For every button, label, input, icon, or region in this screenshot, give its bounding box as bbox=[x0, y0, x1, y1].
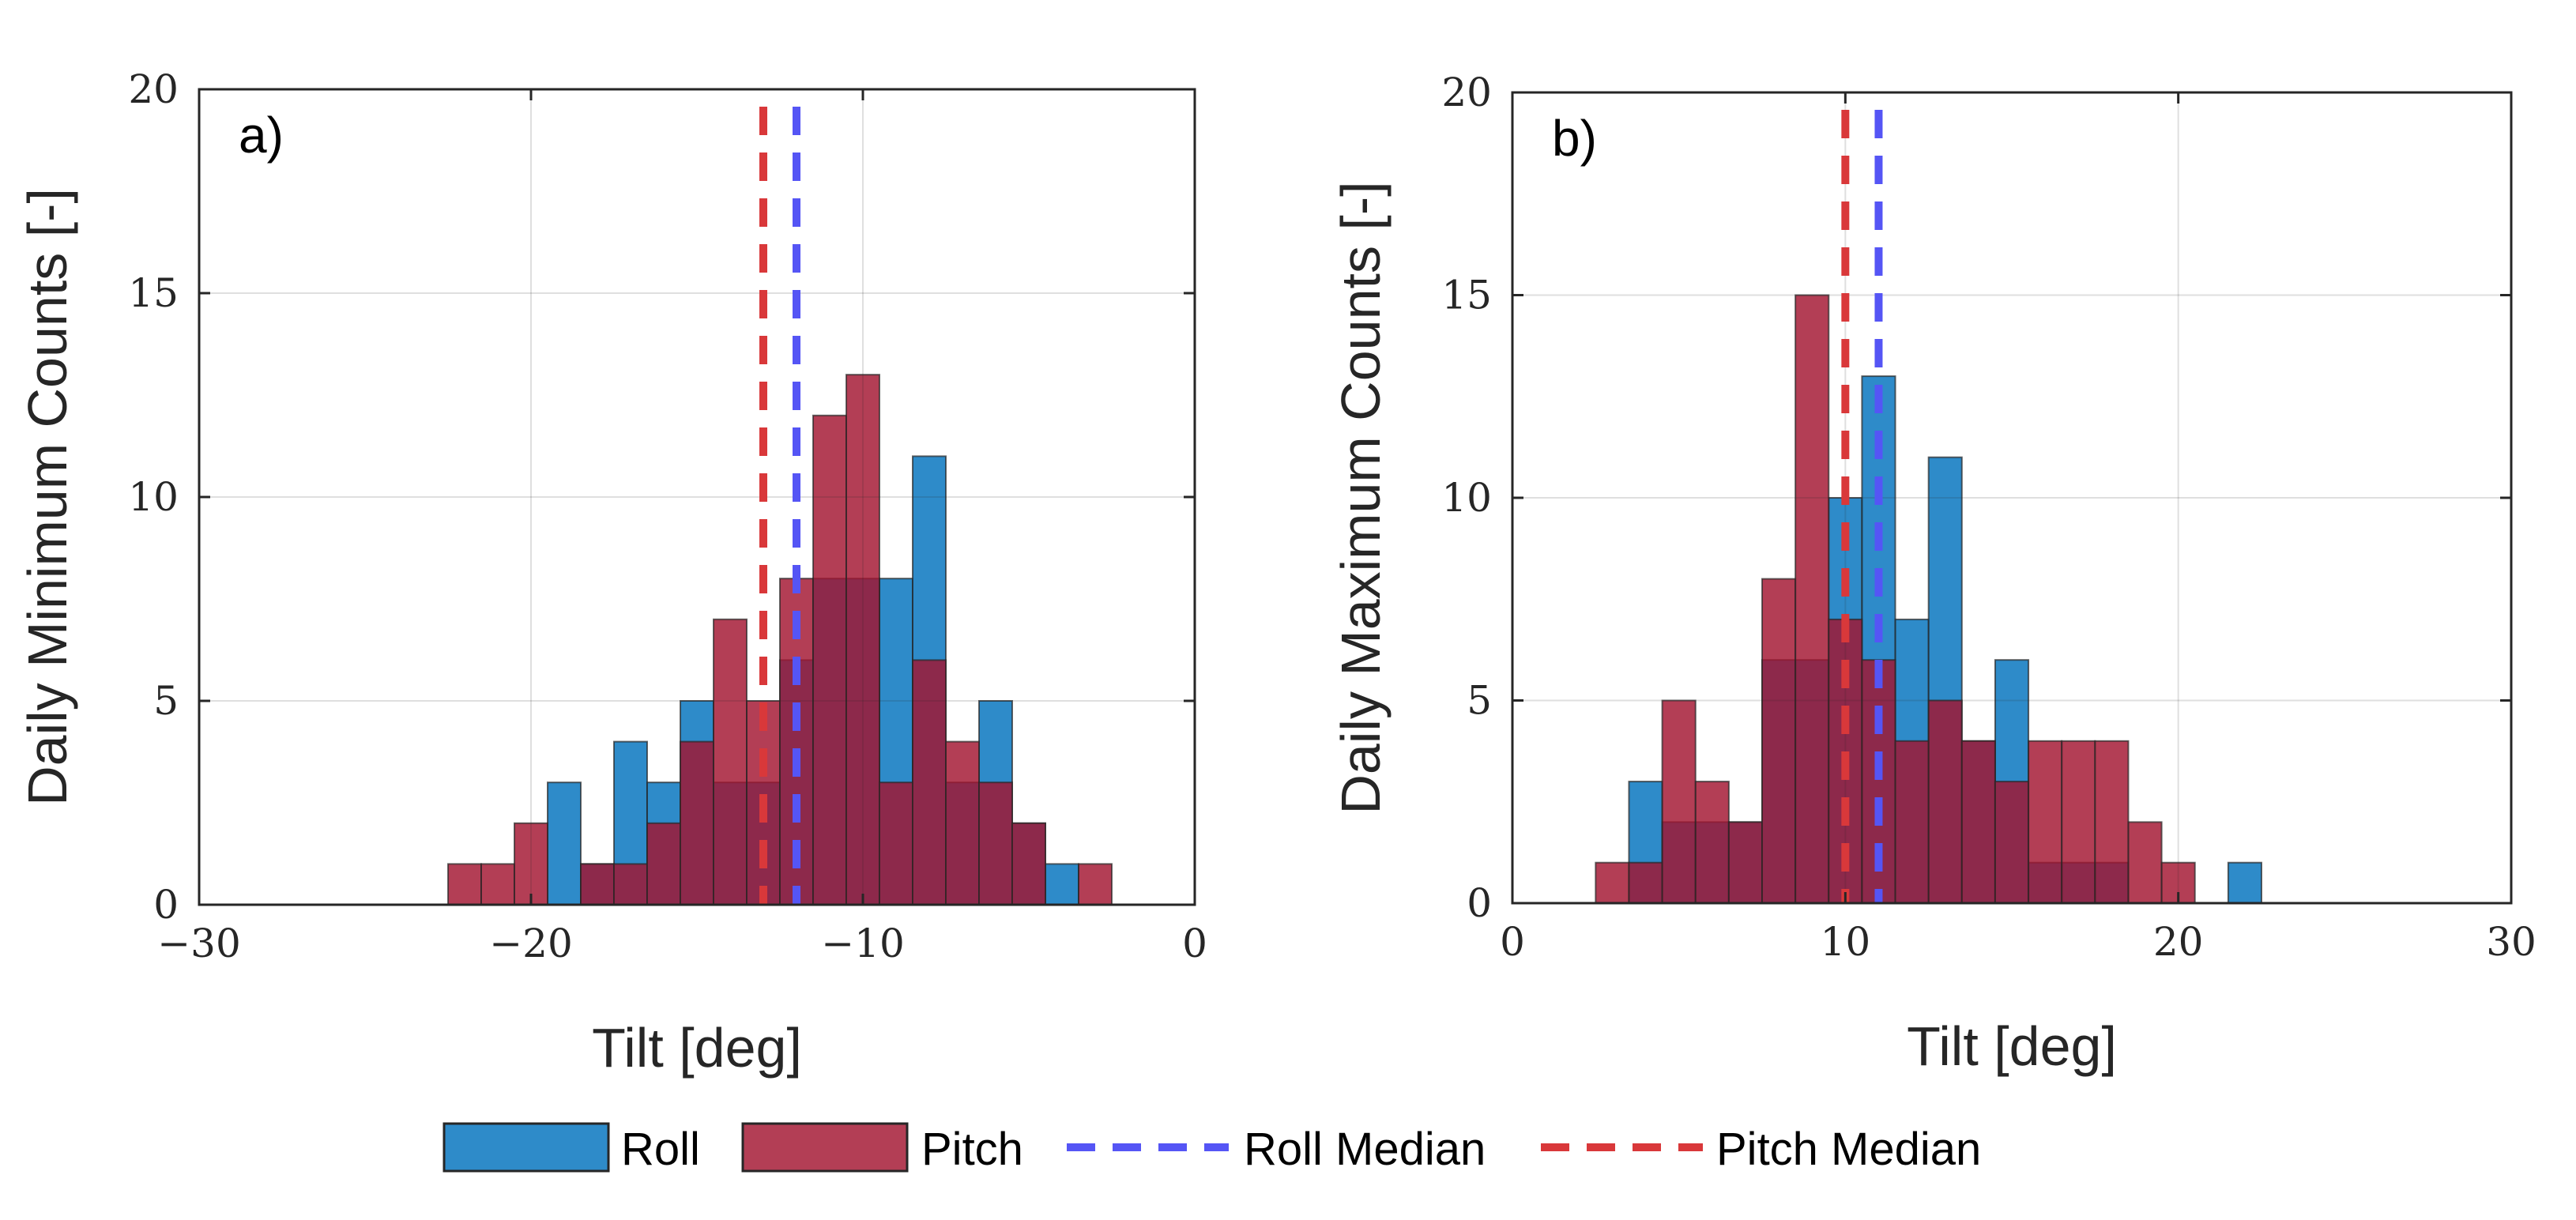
legend-label-pitch: Pitch bbox=[921, 1124, 1023, 1175]
bar-pitch bbox=[1761, 578, 1797, 904]
x-tick-label: 0 bbox=[1182, 921, 1207, 966]
bar-pitch bbox=[1927, 699, 1963, 904]
bars-group bbox=[447, 374, 1113, 906]
y-axis-label: Daily Minimum Counts [-] bbox=[17, 188, 78, 806]
legend: Roll Pitch Roll Median Pitch Median bbox=[443, 1122, 1981, 1175]
legend-swatch-pitch bbox=[741, 1122, 909, 1173]
x-tick-label: 20 bbox=[2153, 919, 2204, 965]
legend-label-roll: Roll bbox=[621, 1124, 700, 1175]
bar-roll bbox=[2227, 861, 2263, 904]
y-tick-label: 15 bbox=[1441, 273, 1492, 318]
y-tick-label: 20 bbox=[128, 66, 179, 112]
x-tick-label: 30 bbox=[2486, 919, 2536, 965]
x-tick-label: −30 bbox=[157, 921, 241, 966]
bar-pitch bbox=[480, 863, 515, 906]
bar-pitch bbox=[1994, 781, 2030, 904]
y-tick-label: 0 bbox=[153, 882, 179, 928]
bar-pitch bbox=[2028, 740, 2063, 904]
bar-pitch bbox=[978, 781, 1013, 906]
bar-pitch bbox=[1795, 294, 1830, 904]
legend-swatch-roll bbox=[443, 1122, 610, 1173]
panel-label: a) bbox=[239, 107, 284, 164]
bar-pitch bbox=[613, 863, 648, 906]
x-tick-label: 0 bbox=[1500, 919, 1525, 965]
bar-pitch bbox=[1595, 861, 1630, 904]
histogram-panel-b: 0 10 20 30 0 5 10 15 20 b) Tilt [deg] Daily Maxi… bbox=[1330, 70, 2536, 1077]
y-tick-label: 0 bbox=[1467, 880, 1492, 926]
bar-pitch bbox=[1694, 781, 1730, 904]
bar-pitch bbox=[945, 740, 980, 906]
bar-pitch bbox=[1894, 740, 1930, 904]
y-tick-label: 10 bbox=[1441, 475, 1492, 521]
legend-label-pitch-median: Pitch Median bbox=[1716, 1124, 1981, 1175]
x-axis-label: Tilt [deg] bbox=[1907, 1015, 2117, 1077]
bar-pitch bbox=[2127, 821, 2163, 905]
bar-pitch bbox=[2094, 740, 2130, 904]
x-axis-label: Tilt [deg] bbox=[592, 1017, 802, 1079]
bar-pitch bbox=[812, 414, 847, 906]
bar-pitch bbox=[447, 863, 482, 906]
bar-pitch bbox=[1628, 861, 1663, 904]
bar-pitch bbox=[2061, 740, 2096, 904]
y-tick-label: 15 bbox=[128, 270, 179, 316]
bar-pitch bbox=[680, 740, 714, 906]
bar-roll bbox=[547, 781, 582, 906]
bar-pitch bbox=[713, 618, 748, 906]
histogram-panel-a: −30 −20 −10 0 0 5 10 15 20 a) Tilt [deg] Daily M… bbox=[17, 66, 1207, 1079]
bar-pitch bbox=[1078, 863, 1113, 906]
y-axis-label: Daily Maximum Counts [-] bbox=[1330, 181, 1392, 814]
bar-pitch bbox=[845, 374, 880, 906]
bar-pitch bbox=[912, 659, 947, 906]
bar-pitch bbox=[646, 822, 681, 906]
x-tick-label: −10 bbox=[821, 921, 905, 966]
axis-ticks: 0 10 20 30 0 5 10 15 20 bbox=[1441, 70, 2536, 965]
median-lines bbox=[759, 107, 800, 905]
bar-pitch bbox=[514, 822, 548, 906]
legend-label-roll-median: Roll Median bbox=[1244, 1124, 1486, 1175]
bar-pitch bbox=[879, 781, 913, 906]
bar-pitch bbox=[1727, 821, 1764, 905]
y-tick-label: 20 bbox=[1441, 70, 1492, 115]
bar-pitch bbox=[1661, 699, 1697, 904]
axes-frame bbox=[198, 88, 1196, 906]
bar-roll bbox=[1045, 863, 1079, 906]
axes-frame bbox=[1511, 91, 2513, 905]
y-tick-label: 5 bbox=[153, 678, 179, 724]
x-tick-label: 10 bbox=[1821, 919, 1871, 965]
y-tick-label: 5 bbox=[1467, 678, 1492, 724]
bar-pitch bbox=[1011, 822, 1046, 906]
bar-pitch bbox=[580, 863, 615, 906]
y-tick-label: 10 bbox=[128, 474, 179, 520]
panel-label: b) bbox=[1552, 110, 1597, 167]
median-lines bbox=[1841, 110, 1883, 903]
bar-pitch bbox=[1960, 740, 1996, 904]
x-tick-label: −20 bbox=[489, 921, 573, 966]
